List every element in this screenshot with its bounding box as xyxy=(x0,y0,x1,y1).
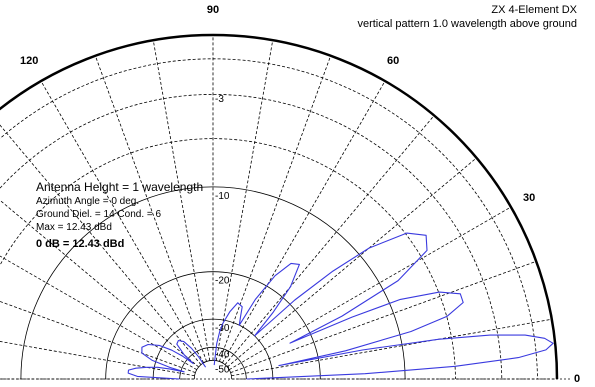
spoke-160 xyxy=(0,301,196,373)
spoke-60 xyxy=(221,80,386,364)
angle-label-120: 120 xyxy=(20,55,38,67)
dashed-circle xyxy=(0,138,456,380)
chart-title: ZX 4-Element DX xyxy=(491,4,577,16)
solid-circle xyxy=(193,359,233,380)
angle-label-30: 30 xyxy=(523,192,535,204)
spoke-120 xyxy=(40,80,205,364)
radial-label-3: -3 xyxy=(215,94,224,105)
radial-label-20: -20 xyxy=(215,276,230,287)
pattern-back xyxy=(127,339,207,380)
spoke-100 xyxy=(152,40,211,361)
outer-circle xyxy=(0,33,559,380)
dashed-circle xyxy=(0,58,538,380)
spoke-110 xyxy=(94,55,207,362)
pattern-front xyxy=(213,232,554,380)
radial-label-10: -10 xyxy=(215,191,230,202)
solid-circle xyxy=(105,271,321,380)
chart-subtitle: vertical pattern 1.0 wavelength above gr… xyxy=(357,18,577,30)
spoke-70 xyxy=(219,55,332,362)
max-gain-label: Max = 12.43 dBd xyxy=(36,222,112,233)
angle-label-90: 90 xyxy=(207,4,219,16)
angle-labels: 0 30 60 90 120 xyxy=(20,4,580,385)
spoke-170 xyxy=(0,341,195,377)
spoke-20 xyxy=(230,260,537,373)
chart-title-block: ZX 4-Element DX vertical pattern 1.0 wav… xyxy=(357,3,577,31)
spoke-50 xyxy=(224,115,435,365)
ground-label: Ground Diel. = 14 Cond. = 6 xyxy=(36,209,162,220)
spoke-30 xyxy=(228,206,512,371)
spoke-130 xyxy=(0,124,202,365)
angle-spokes xyxy=(0,35,557,380)
solid-circle xyxy=(179,346,247,380)
solid-circle xyxy=(152,318,274,380)
azimuth-label: Azimuth Angle = 0 deg. xyxy=(36,196,140,207)
angle-label-60: 60 xyxy=(387,55,399,67)
angle-label-0: 0 xyxy=(574,373,580,385)
radiation-pattern xyxy=(127,232,554,380)
reference-label: 0 dB = 12.43 dBd xyxy=(36,238,125,250)
radial-db-labels: -3 -10 -20 -30 -40 -50 xyxy=(215,94,230,375)
radial-label-30: -30 xyxy=(215,323,230,334)
spoke-140 xyxy=(0,199,199,368)
radial-label-40: -40 xyxy=(215,350,230,361)
spoke-10 xyxy=(231,318,552,377)
spoke-150 xyxy=(0,255,198,371)
spoke-40 xyxy=(227,157,477,368)
antenna-height-label: Antenna Height = 1 wavelength xyxy=(36,180,204,194)
annotation-block: Antenna Height = 1 wavelength Azimuth An… xyxy=(36,180,203,252)
spoke-80 xyxy=(215,40,274,361)
radial-label-50: -50 xyxy=(215,364,230,375)
